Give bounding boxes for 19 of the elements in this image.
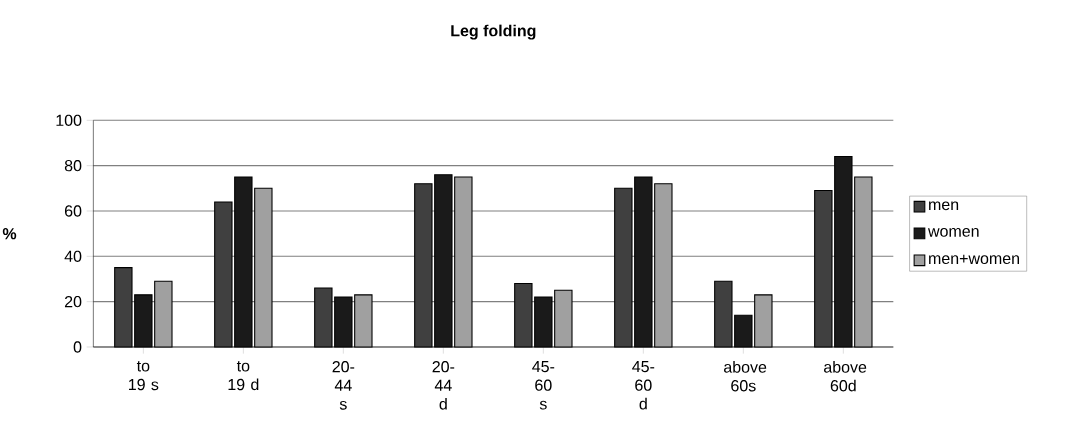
y-tick-label: 60: [64, 205, 82, 217]
x-tick-label: 45-60 s: [532, 361, 555, 410]
x-tick-label: 20-44 s: [332, 361, 355, 410]
x-tick-label: to 19 s: [128, 361, 159, 391]
legend-label: men+women: [929, 254, 1019, 265]
legend-label: women: [927, 228, 979, 237]
x-tick-label: above 60s: [724, 361, 767, 392]
chart-title: Leg folding: [451, 24, 536, 40]
x-tick-label: above 60d: [824, 361, 867, 392]
x-tick-label: 20-44 d: [432, 361, 455, 410]
y-tick-label: 40: [64, 250, 82, 262]
y-tick-label: 80: [64, 160, 82, 172]
y-axis-title: %: [2, 228, 17, 240]
x-tick-label: to 19 d: [228, 361, 259, 391]
y-tick-label: 0: [73, 341, 82, 353]
y-tick-label: 100: [56, 114, 82, 126]
legend-label: men: [929, 201, 959, 211]
y-tick-label: 20: [64, 295, 82, 308]
x-tick-label: 45-60 d: [632, 361, 655, 410]
